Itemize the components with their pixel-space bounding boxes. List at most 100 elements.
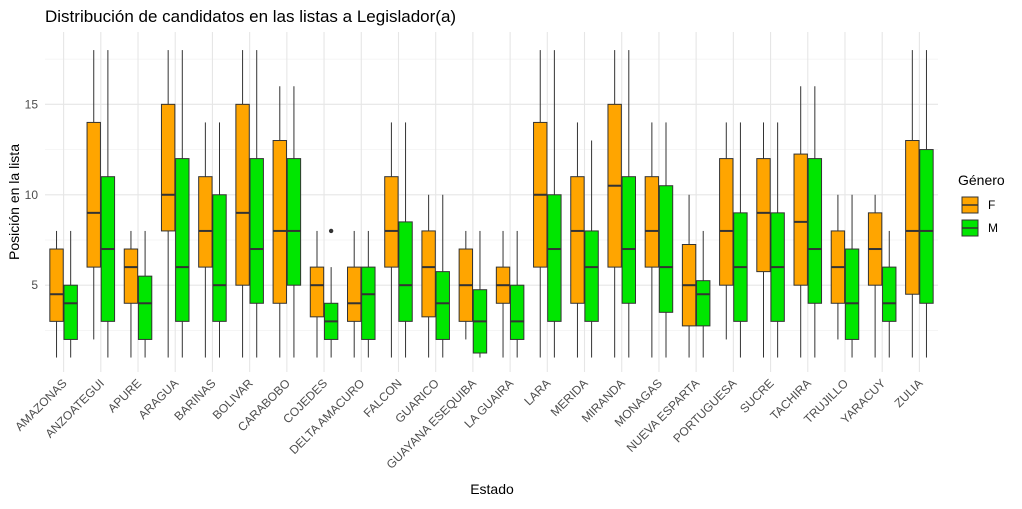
box-F-delta-amacuro — [347, 230, 362, 358]
box-M-bolivar — [249, 50, 264, 358]
box-F-anzoategui — [86, 50, 101, 340]
box-rect — [123, 248, 139, 304]
box-rect — [793, 153, 808, 286]
box-F-carabobo — [272, 86, 287, 358]
chart-title: Distribución de candidatos en las listas… — [45, 7, 456, 26]
box-rect — [844, 248, 860, 340]
y-tick-label: 5 — [31, 278, 38, 292]
box-F-monagas — [644, 122, 660, 358]
box-M-yaracuy — [882, 230, 897, 358]
x-tick-label: LARA — [521, 376, 553, 408]
box-F-miranda — [607, 50, 622, 358]
box-rect — [919, 149, 934, 304]
legend-title: Género — [958, 172, 1005, 188]
box-M-sucre — [770, 122, 785, 358]
box-rect — [421, 230, 436, 318]
box-F-nueva-esparta — [681, 194, 697, 358]
box-layer — [49, 50, 934, 358]
box-F-guarico — [421, 194, 436, 358]
box-rect — [212, 194, 227, 322]
box-M-apure — [137, 230, 153, 358]
y-tick-label: 10 — [25, 188, 39, 202]
box-rect — [309, 266, 325, 318]
box-rect — [272, 140, 287, 304]
box-M-amazonas — [63, 230, 78, 358]
outlier-point — [328, 228, 334, 234]
box-F-barinas — [198, 122, 213, 358]
box-M-guayana-esequiba — [472, 230, 488, 358]
box-F-guayana-esequiba — [458, 230, 474, 340]
box-rect — [584, 230, 599, 322]
y-tick-labels: 5 10 15 — [25, 97, 39, 292]
box-M-monagas — [658, 122, 674, 358]
box-M-tachira — [807, 86, 823, 358]
box-F-amazonas — [49, 230, 64, 358]
box-M-guarico — [435, 194, 450, 358]
box-M-la-guaira — [509, 230, 525, 358]
box-M-aragua — [175, 50, 190, 358]
box-rect — [644, 176, 660, 268]
box-rect — [547, 194, 562, 322]
legend-item-F: F — [961, 196, 995, 214]
box-M-anzoategui — [100, 50, 116, 358]
box-rect — [249, 158, 264, 304]
box-F-sucre — [756, 122, 771, 358]
box-F-zulia — [905, 50, 920, 358]
box-M-nueva-esparta — [696, 230, 711, 358]
box-rect — [361, 266, 376, 340]
box-rect — [807, 158, 823, 304]
x-tick-label: ZULIA — [892, 376, 926, 410]
box-M-merida — [584, 140, 599, 358]
box-rect — [509, 284, 525, 340]
box-rect — [86, 121, 101, 268]
box-rect — [175, 158, 190, 322]
box-M-zulia — [919, 50, 934, 358]
legend-items: FM — [961, 196, 998, 237]
y-axis-title: Posición en la lista — [6, 144, 22, 260]
box-rect — [286, 158, 302, 286]
box-rect — [570, 176, 585, 304]
box-rect — [63, 284, 78, 340]
box-F-merida — [570, 122, 585, 358]
box-rect — [621, 176, 636, 304]
box-F-la-guaira — [495, 230, 511, 358]
box-rect — [719, 158, 734, 286]
legend-label: F — [988, 198, 995, 212]
legend: Género FM — [958, 172, 1005, 237]
box-M-trujillo — [844, 194, 860, 358]
box-rect — [905, 140, 920, 295]
box-rect — [882, 266, 897, 322]
box-M-barinas — [212, 122, 227, 358]
box-rect — [160, 103, 176, 232]
box-M-falcon — [398, 122, 413, 358]
box-F-falcon — [384, 122, 399, 358]
box-F-lara — [533, 50, 548, 358]
box-rect — [384, 176, 399, 268]
box-rect — [137, 275, 153, 340]
box-F-portuguesa — [719, 122, 734, 340]
box-rect — [347, 266, 362, 322]
box-F-tachira — [793, 86, 808, 358]
box-M-carabobo — [286, 86, 302, 358]
box-F-bolivar — [235, 50, 250, 358]
box-M-delta-amacuro — [361, 230, 376, 358]
box-F-yaracuy — [867, 194, 883, 358]
x-axis-title: Estado — [470, 481, 514, 497]
legend-label: M — [988, 221, 998, 235]
box-M-lara — [547, 50, 562, 358]
box-M-miranda — [621, 50, 636, 358]
box-F-aragua — [160, 50, 176, 358]
box-rect — [658, 185, 674, 313]
box-rect — [198, 176, 213, 268]
box-rect — [235, 103, 250, 286]
box-rect — [435, 271, 450, 340]
box-F-trujillo — [830, 194, 846, 340]
x-tick-labels: AMAZONASANZOATEGUIAPUREARAGUABARINASBOLI… — [12, 376, 925, 472]
box-rect — [756, 158, 771, 273]
box-F-apure — [123, 230, 139, 358]
box-F-cojedes — [309, 230, 325, 358]
legend-item-M: M — [961, 219, 998, 237]
y-tick-label: 15 — [25, 97, 39, 111]
